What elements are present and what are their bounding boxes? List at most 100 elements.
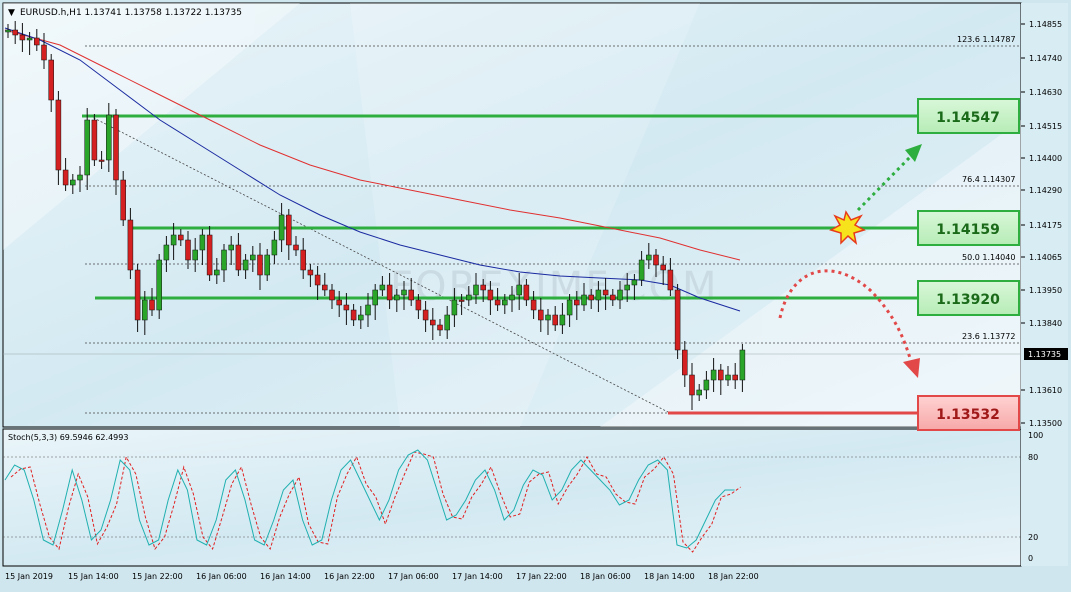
level-value-2: 1.14159 bbox=[936, 222, 1000, 238]
candle-body bbox=[538, 309, 544, 321]
candle-body bbox=[98, 159, 105, 162]
candle-body bbox=[199, 234, 206, 251]
candle-body bbox=[55, 99, 62, 171]
time-tick: 18 Jan 06:00 bbox=[580, 572, 631, 581]
candle-body bbox=[502, 299, 508, 306]
candle-body bbox=[365, 304, 371, 316]
price-tick: 1.13950 bbox=[1029, 286, 1062, 295]
candle-body bbox=[41, 44, 47, 61]
main-plot-area bbox=[2, 2, 1022, 428]
candle-body bbox=[113, 114, 119, 181]
time-tick: 17 Jan 22:00 bbox=[516, 572, 567, 581]
watermark-text: FOREXIMF.COM bbox=[390, 264, 719, 310]
candle-body bbox=[185, 239, 191, 261]
candle-body bbox=[710, 369, 717, 381]
candle-body bbox=[358, 314, 364, 321]
candle-body bbox=[566, 299, 573, 316]
price-tick: 1.14515 bbox=[1029, 122, 1062, 131]
candle-body bbox=[149, 299, 155, 311]
time-tick: 15 Jan 14:00 bbox=[68, 572, 119, 581]
price-tick: 1.14740 bbox=[1029, 54, 1062, 63]
candle-body bbox=[134, 269, 141, 321]
bullish-arrow-icon bbox=[856, 144, 922, 212]
candle-body bbox=[617, 289, 623, 301]
candle-body bbox=[574, 299, 580, 306]
candle-body bbox=[329, 289, 335, 301]
candle-body bbox=[530, 299, 537, 311]
level-box-1: 1.14547 bbox=[917, 98, 1020, 134]
level-box-2: 1.14159 bbox=[917, 210, 1020, 246]
chart-arrow-icon[interactable]: ▼ bbox=[8, 8, 15, 18]
price-tick: 1.14855 bbox=[1029, 20, 1062, 29]
candle-body bbox=[84, 119, 90, 176]
candle-body bbox=[430, 319, 436, 326]
time-tick: 16 Jan 14:00 bbox=[260, 572, 311, 581]
price-tick: 1.14290 bbox=[1029, 186, 1062, 195]
candle-body bbox=[91, 119, 98, 161]
candle-body bbox=[278, 214, 285, 241]
price-tick: 1.14065 bbox=[1029, 253, 1062, 262]
candle-body bbox=[19, 34, 26, 41]
candle-body bbox=[170, 234, 177, 246]
level-value-1: 1.14547 bbox=[936, 110, 1000, 126]
candle-body bbox=[696, 389, 702, 396]
candle-body bbox=[415, 299, 422, 311]
candle-body bbox=[336, 299, 342, 306]
candle-body bbox=[12, 29, 18, 36]
candle-body bbox=[559, 314, 566, 326]
candle-body bbox=[523, 284, 530, 301]
level-box-4: 1.13532 bbox=[917, 395, 1020, 431]
candle-body bbox=[739, 349, 746, 381]
candle-body bbox=[646, 254, 652, 261]
candle-body bbox=[660, 264, 666, 271]
candle-body bbox=[718, 369, 724, 381]
candle-body bbox=[638, 259, 645, 281]
candle-body bbox=[516, 284, 522, 296]
candle-body bbox=[26, 37, 33, 41]
candle-body bbox=[106, 114, 112, 161]
candle-body bbox=[588, 294, 594, 301]
osc-tick-80: 80 bbox=[1028, 453, 1038, 462]
time-tick: 18 Jan 22:00 bbox=[708, 572, 759, 581]
candle-body bbox=[401, 289, 407, 296]
candle-body bbox=[192, 249, 198, 261]
oscillator-label: Stoch(5,3,3) 69.5946 62.4993 bbox=[8, 433, 128, 442]
osc-tick-100: 100 bbox=[1028, 431, 1043, 440]
candle-body bbox=[487, 289, 494, 301]
candle-body bbox=[300, 249, 306, 271]
candle-body bbox=[214, 269, 220, 276]
price-tick: 1.13610 bbox=[1029, 386, 1062, 395]
candle-body bbox=[206, 234, 213, 276]
price-axis-bg bbox=[1021, 3, 1068, 566]
candle-body bbox=[350, 309, 357, 321]
candle-body bbox=[595, 289, 602, 301]
candle-body bbox=[257, 254, 263, 276]
time-tick: 16 Jan 22:00 bbox=[324, 572, 375, 581]
price-tick: 1.14175 bbox=[1029, 221, 1062, 230]
price-tick: 1.13500 bbox=[1029, 419, 1062, 428]
candle-body bbox=[552, 314, 558, 326]
time-tick: 16 Jan 06:00 bbox=[196, 572, 247, 581]
candle-body bbox=[703, 379, 710, 391]
current-price-value: 1.13735 bbox=[1028, 350, 1061, 359]
time-tick: 18 Jan 14:00 bbox=[644, 572, 695, 581]
candle-body bbox=[545, 314, 551, 321]
candle-body bbox=[667, 269, 674, 291]
price-tick: 1.13840 bbox=[1029, 319, 1062, 328]
current-price-tag: 1.13735 bbox=[1024, 348, 1068, 360]
candle-body bbox=[48, 59, 54, 101]
ma-slow-line bbox=[4, 29, 741, 261]
candle-body bbox=[624, 284, 630, 291]
candle-body bbox=[286, 214, 292, 246]
candle-body bbox=[386, 284, 393, 301]
breakout-star-icon bbox=[829, 210, 866, 246]
candle-body bbox=[458, 299, 465, 302]
symbol-info: EURUSD.h,H1 1.13741 1.13758 1.13722 1.13… bbox=[20, 8, 242, 18]
candle-body bbox=[163, 244, 170, 261]
candle-body bbox=[408, 289, 414, 301]
candle-body bbox=[581, 294, 587, 306]
time-tick: 15 Jan 22:00 bbox=[132, 572, 183, 581]
time-tick: 15 Jan 2019 bbox=[5, 572, 53, 581]
level-value-4: 1.13532 bbox=[936, 407, 1000, 423]
